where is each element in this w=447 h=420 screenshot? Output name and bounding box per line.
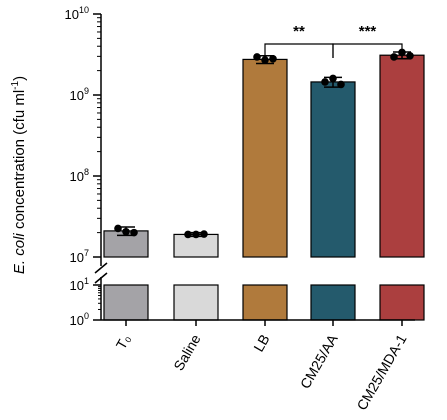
y-tick-base: 10 (70, 169, 84, 184)
bar-lower (173, 284, 219, 321)
x-category-label: CM25/AA (297, 331, 341, 391)
y-tick-label: 107 (70, 248, 89, 265)
bars-upper-segment (103, 54, 425, 258)
y-tick-base: 10 (65, 7, 79, 22)
y-tick-label: 108 (70, 167, 89, 184)
data-points (114, 48, 414, 239)
data-point (269, 54, 277, 63)
bar-upper (242, 58, 288, 258)
bar-upper (310, 81, 356, 258)
data-point (184, 230, 192, 239)
data-point (253, 53, 261, 61)
bar-upper (379, 54, 425, 258)
y-tick-base: 10 (70, 88, 84, 103)
data-point (390, 53, 398, 61)
data-point (130, 228, 138, 237)
data-point (321, 78, 329, 86)
y-tick-base: 10 (70, 250, 84, 265)
data-point (337, 80, 345, 89)
y-tick-label: 101 (70, 276, 89, 293)
x-category-label: CM25/MDA-1 (353, 331, 409, 413)
axis-break-mark (94, 272, 108, 284)
y-axis-label-italic: E. coli (11, 233, 28, 275)
significance-brackets: ** *** (264, 23, 403, 58)
bar-lower (242, 284, 288, 321)
significance-label: ** (293, 23, 305, 40)
data-point (114, 224, 122, 233)
y-tick-label: 100 (70, 311, 89, 328)
y-tick-label: 109 (70, 86, 89, 103)
y-axis-label: E. coli concentration (cfu ml-1) (10, 76, 28, 274)
data-point (329, 74, 337, 83)
y-tick-base: 10 (70, 278, 84, 293)
bars-lower-segment (103, 284, 425, 321)
data-point (261, 56, 269, 64)
y-tick-exponent: 9 (84, 86, 89, 96)
bar-lower (103, 284, 149, 321)
y-tick-exponent: 0 (84, 311, 89, 321)
significance-bracket (332, 43, 403, 58)
y-tick-exponent: 7 (84, 248, 89, 258)
significance-label: *** (359, 23, 377, 40)
axis-break-mark (94, 262, 108, 274)
y-tick-label: 1010 (65, 5, 89, 22)
x-category-label: Saline (170, 331, 203, 373)
y-tick-exponent: 1 (84, 276, 89, 286)
x-category-label: LB (250, 332, 272, 355)
data-point (122, 227, 130, 236)
x-category-labels: T₀ Saline LB CM25/AA CM25/MDA-1 (113, 320, 410, 413)
y-tick-base: 10 (70, 313, 84, 328)
bar-lower (310, 284, 356, 321)
y-axis-label-main: concentration (cfu ml (11, 90, 28, 233)
data-point (406, 51, 414, 60)
data-point (200, 230, 208, 238)
bar-lower (379, 284, 425, 321)
y-tick-exponent: 10 (79, 5, 89, 15)
y-tick-exponent: 8 (84, 167, 89, 177)
y-axis-label-end: ) (11, 76, 28, 81)
x-category-label: T₀ (113, 331, 134, 352)
y-axis-label-superscript: -1 (10, 80, 21, 89)
data-point (192, 230, 200, 239)
